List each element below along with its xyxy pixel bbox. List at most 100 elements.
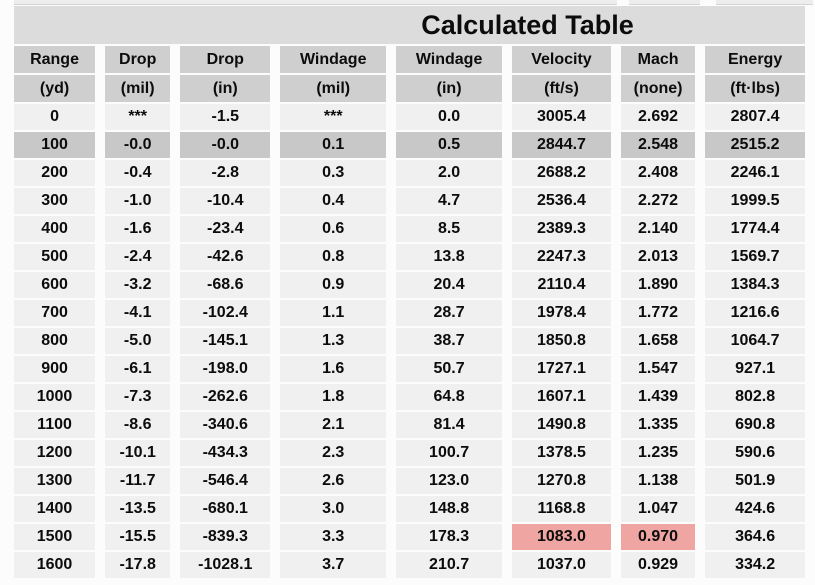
cell-windage-mil[interactable]: 0.9: [280, 272, 387, 298]
cell-drop-mil[interactable]: ***: [105, 104, 171, 130]
table-row-range-400[interactable]: 400 -1.6 -23.4 0.6 8.5 2389.3 2.140 1774.4: [14, 216, 805, 242]
cell-velocity[interactable]: 1083.0: [512, 524, 611, 550]
cell-windage-mil[interactable]: 1.6: [280, 356, 387, 382]
cell-drop-in[interactable]: -145.1: [180, 328, 271, 354]
cell-drop-in[interactable]: -2.8: [180, 160, 271, 186]
cell-drop-in[interactable]: -839.3: [180, 524, 271, 550]
cell-mach[interactable]: 0.929: [620, 552, 696, 578]
cell-mach[interactable]: 1.047: [620, 496, 696, 522]
cell-drop-in[interactable]: -23.4: [180, 216, 271, 242]
cell-windage-mil[interactable]: 0.8: [280, 244, 387, 270]
cell-energy[interactable]: 1569.7: [705, 244, 805, 270]
cell-energy[interactable]: 590.6: [705, 440, 805, 466]
table-row-range-200[interactable]: 200 -0.4 -2.8 0.3 2.0 2688.2 2.408 2246.1: [14, 160, 805, 186]
cell-windage-in[interactable]: 64.8: [396, 384, 503, 410]
cell-energy[interactable]: 1384.3: [705, 272, 805, 298]
cell-drop-in[interactable]: -434.3: [180, 440, 271, 466]
table-row-range-300[interactable]: 300 -1.0 -10.4 0.4 4.7 2536.4 2.272 1999.5: [14, 188, 805, 214]
cell-windage-mil[interactable]: 2.1: [280, 412, 387, 438]
cell-windage-mil[interactable]: 2.6: [280, 468, 387, 494]
cell-drop-mil[interactable]: -7.3: [105, 384, 171, 410]
cell-drop-in[interactable]: -102.4: [180, 300, 271, 326]
cell-drop-in[interactable]: -680.1: [180, 496, 271, 522]
cell-range[interactable]: 700: [14, 300, 96, 326]
cell-velocity[interactable]: 1490.8: [512, 412, 611, 438]
cell-velocity[interactable]: 1978.4: [512, 300, 611, 326]
cell-energy[interactable]: 501.9: [705, 468, 805, 494]
cell-velocity[interactable]: 2688.2: [512, 160, 611, 186]
cell-drop-in[interactable]: -1.5: [180, 104, 271, 130]
cell-windage-in[interactable]: 210.7: [396, 552, 503, 578]
cell-mach[interactable]: 2.692: [620, 104, 696, 130]
cell-mach[interactable]: 1.658: [620, 328, 696, 354]
cell-drop-in[interactable]: -68.6: [180, 272, 271, 298]
cell-windage-in[interactable]: 81.4: [396, 412, 503, 438]
cell-range[interactable]: 400: [14, 216, 96, 242]
cell-velocity[interactable]: 2247.3: [512, 244, 611, 270]
cell-drop-mil[interactable]: -1.6: [105, 216, 171, 242]
cell-windage-in[interactable]: 0.0: [396, 104, 503, 130]
cell-range[interactable]: 1000: [14, 384, 96, 410]
cell-velocity[interactable]: 1607.1: [512, 384, 611, 410]
cell-windage-in[interactable]: 20.4: [396, 272, 503, 298]
cell-drop-mil[interactable]: -3.2: [105, 272, 171, 298]
cell-drop-mil[interactable]: -11.7: [105, 468, 171, 494]
table-row-range-1100[interactable]: 1100 -8.6 -340.6 2.1 81.4 1490.8 1.335 690.8: [14, 412, 805, 438]
cell-windage-mil[interactable]: 1.8: [280, 384, 387, 410]
cell-windage-mil[interactable]: 0.1: [280, 132, 387, 158]
cell-windage-mil[interactable]: 2.3: [280, 440, 387, 466]
cell-velocity[interactable]: 1850.8: [512, 328, 611, 354]
cell-energy[interactable]: 1064.7: [705, 328, 805, 354]
cell-range[interactable]: 1600: [14, 552, 96, 578]
cell-windage-mil[interactable]: 3.0: [280, 496, 387, 522]
cell-range[interactable]: 1400: [14, 496, 96, 522]
cell-velocity[interactable]: 2110.4: [512, 272, 611, 298]
cell-range[interactable]: 300: [14, 188, 96, 214]
table-row-range-500[interactable]: 500 -2.4 -42.6 0.8 13.8 2247.3 2.013 1569.7: [14, 244, 805, 270]
cell-mach[interactable]: 1.772: [620, 300, 696, 326]
cell-windage-mil[interactable]: 3.7: [280, 552, 387, 578]
table-row-range-1000[interactable]: 1000 -7.3 -262.6 1.8 64.8 1607.1 1.439 802.8: [14, 384, 805, 410]
cell-velocity[interactable]: 1168.8: [512, 496, 611, 522]
cell-windage-in[interactable]: 2.0: [396, 160, 503, 186]
table-row-range-1400[interactable]: 1400 -13.5 -680.1 3.0 148.8 1168.8 1.047 424.6: [14, 496, 805, 522]
table-row-range-1300[interactable]: 1300 -11.7 -546.4 2.6 123.0 1270.8 1.138 501.9: [14, 468, 805, 494]
cell-windage-in[interactable]: 8.5: [396, 216, 503, 242]
cell-mach[interactable]: 2.140: [620, 216, 696, 242]
cell-windage-mil[interactable]: 0.6: [280, 216, 387, 242]
cell-velocity[interactable]: 3005.4: [512, 104, 611, 130]
cell-windage-mil[interactable]: ***: [280, 104, 387, 130]
cell-windage-in[interactable]: 28.7: [396, 300, 503, 326]
cell-drop-in[interactable]: -546.4: [180, 468, 271, 494]
cell-energy[interactable]: 424.6: [705, 496, 805, 522]
cell-drop-in[interactable]: -0.0: [180, 132, 271, 158]
cell-mach[interactable]: 2.272: [620, 188, 696, 214]
cell-windage-mil[interactable]: 3.3: [280, 524, 387, 550]
table-row-range-100[interactable]: 100 -0.0 -0.0 0.1 0.5 2844.7 2.548 2515.2: [14, 132, 805, 158]
cell-range[interactable]: 800: [14, 328, 96, 354]
cell-energy[interactable]: 2246.1: [705, 160, 805, 186]
cell-mach[interactable]: 1.235: [620, 440, 696, 466]
cell-mach[interactable]: 1.335: [620, 412, 696, 438]
cell-drop-in[interactable]: -340.6: [180, 412, 271, 438]
cell-drop-mil[interactable]: -0.4: [105, 160, 171, 186]
cell-mach[interactable]: 2.548: [620, 132, 696, 158]
cell-range[interactable]: 500: [14, 244, 96, 270]
cell-drop-in[interactable]: -42.6: [180, 244, 271, 270]
cell-velocity[interactable]: 1037.0: [512, 552, 611, 578]
table-row-range-600[interactable]: 600 -3.2 -68.6 0.9 20.4 2110.4 1.890 1384.3: [14, 272, 805, 298]
cell-windage-in[interactable]: 4.7: [396, 188, 503, 214]
cell-windage-in[interactable]: 13.8: [396, 244, 503, 270]
cell-windage-mil[interactable]: 1.1: [280, 300, 387, 326]
cell-windage-in[interactable]: 50.7: [396, 356, 503, 382]
cell-energy[interactable]: 1774.4: [705, 216, 805, 242]
cell-windage-in[interactable]: 178.3: [396, 524, 503, 550]
table-row-range-0[interactable]: 0 *** -1.5 *** 0.0 3005.4 2.692 2807.4: [14, 104, 805, 130]
cell-drop-mil[interactable]: -8.6: [105, 412, 171, 438]
cell-mach[interactable]: 1.890: [620, 272, 696, 298]
cell-drop-mil[interactable]: -4.1: [105, 300, 171, 326]
cell-energy[interactable]: 1216.6: [705, 300, 805, 326]
cell-velocity[interactable]: 1270.8: [512, 468, 611, 494]
cell-drop-in[interactable]: -262.6: [180, 384, 271, 410]
table-row-range-1200[interactable]: 1200 -10.1 -434.3 2.3 100.7 1378.5 1.235 590.6: [14, 440, 805, 466]
